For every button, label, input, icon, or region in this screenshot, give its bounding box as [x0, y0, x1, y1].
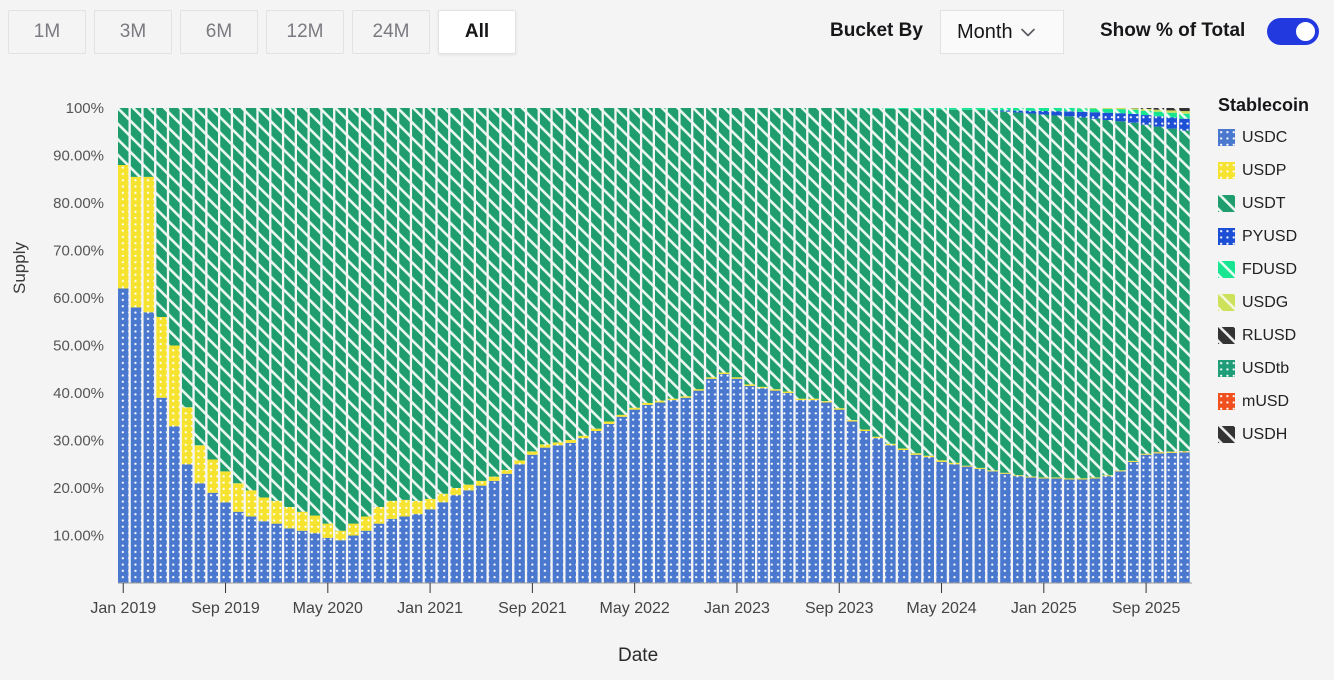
svg-text:90.00%: 90.00% [53, 148, 104, 165]
svg-text:Sep 2021: Sep 2021 [498, 600, 567, 617]
svg-text:70.00%: 70.00% [53, 243, 104, 260]
svg-text:10.00%: 10.00% [53, 528, 104, 545]
svg-text:Jan 2019: Jan 2019 [90, 600, 156, 617]
svg-text:40.00%: 40.00% [53, 385, 104, 402]
svg-text:Jan 2021: Jan 2021 [397, 600, 463, 617]
svg-text:100%: 100% [66, 100, 104, 117]
svg-text:50.00%: 50.00% [53, 338, 104, 355]
svg-text:20.00%: 20.00% [53, 480, 104, 497]
svg-text:60.00%: 60.00% [53, 290, 104, 307]
svg-text:May 2022: May 2022 [600, 600, 670, 617]
svg-text:80.00%: 80.00% [53, 195, 104, 212]
svg-text:May 2020: May 2020 [293, 600, 363, 617]
svg-text:Jan 2023: Jan 2023 [704, 600, 770, 617]
svg-text:May 2024: May 2024 [906, 600, 976, 617]
svg-text:Jan 2025: Jan 2025 [1011, 600, 1077, 617]
svg-text:Sep 2025: Sep 2025 [1112, 600, 1181, 617]
svg-text:30.00%: 30.00% [53, 433, 104, 450]
svg-text:Sep 2019: Sep 2019 [191, 600, 260, 617]
svg-text:Sep 2023: Sep 2023 [805, 600, 874, 617]
